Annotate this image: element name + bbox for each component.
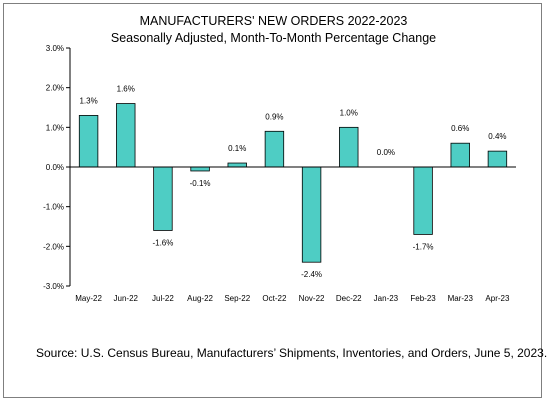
y-tick-label: 3.0%	[46, 44, 64, 53]
y-tick-label: -1.0%	[43, 203, 64, 212]
data-label: 0.9%	[265, 112, 283, 121]
bar	[227, 162, 247, 168]
x-tick-label: May-22	[75, 294, 102, 303]
data-label: 0.4%	[488, 132, 506, 141]
x-tick-label: Jan-23	[374, 294, 399, 303]
data-label: -0.1%	[190, 179, 211, 188]
data-label: -1.7%	[413, 242, 434, 251]
data-label: -2.4%	[301, 270, 322, 279]
data-label: 0.1%	[228, 144, 246, 153]
bar	[264, 130, 285, 168]
x-tick-label: Oct-22	[262, 294, 287, 303]
data-label: 1.0%	[340, 108, 358, 117]
x-tick-label: Sep-22	[224, 294, 250, 303]
chart-title: MANUFACTURERS' NEW ORDERS 2022-2023	[139, 14, 408, 28]
y-tick-label: 1.0%	[46, 123, 64, 132]
bar	[153, 166, 173, 231]
source-note: Source: U.S. Census Bureau, Manufacturer…	[36, 346, 547, 360]
bar	[413, 166, 433, 235]
bar	[487, 150, 508, 168]
y-tick-label: 2.0%	[46, 84, 64, 93]
bar	[116, 103, 136, 168]
bar	[78, 115, 99, 168]
x-tick-label: Jun-22	[114, 294, 139, 303]
data-label: 1.6%	[117, 85, 135, 94]
bar	[450, 142, 470, 168]
y-tick-label: 0.0%	[46, 163, 64, 172]
x-tick-label: Nov-22	[299, 294, 325, 303]
y-tick-label: -3.0%	[43, 282, 64, 291]
data-label: 0.6%	[451, 124, 469, 133]
x-tick-label: Feb-23	[410, 294, 436, 303]
bar	[301, 166, 322, 263]
chart-subtitle: Seasonally Adjusted, Month-To-Month Perc…	[110, 31, 437, 45]
data-label: 1.3%	[79, 96, 97, 105]
chart-frame	[3, 3, 542, 398]
x-tick-label: Dec-22	[336, 294, 362, 303]
x-tick-label: Mar-23	[448, 294, 474, 303]
bar	[339, 126, 359, 168]
data-label: 0.0%	[377, 148, 395, 157]
data-label: -1.6%	[152, 238, 173, 247]
x-tick-label: Jul-22	[152, 294, 174, 303]
x-tick-label: Apr-23	[485, 294, 510, 303]
bar	[190, 166, 210, 172]
y-tick-label: -2.0%	[43, 242, 64, 251]
x-tick-label: Aug-22	[187, 294, 213, 303]
